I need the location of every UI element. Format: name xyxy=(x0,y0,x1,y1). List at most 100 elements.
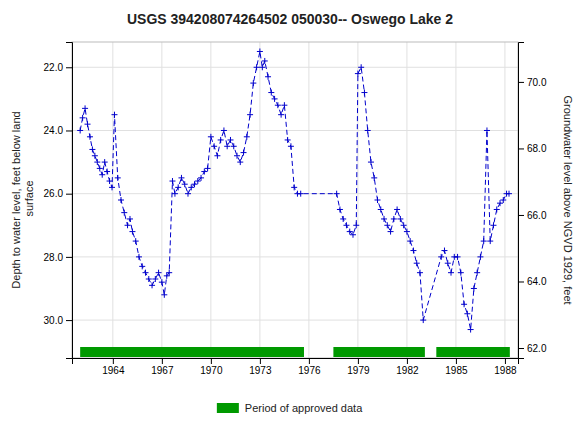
marker xyxy=(275,102,281,108)
marker xyxy=(334,191,340,197)
marker xyxy=(477,254,483,260)
marker xyxy=(185,191,191,197)
legend: Period of approved data xyxy=(217,402,363,414)
marker xyxy=(188,184,194,190)
marker xyxy=(136,254,142,260)
tick: 62.0 xyxy=(518,343,547,354)
marker xyxy=(143,270,149,276)
marker xyxy=(464,311,470,317)
marker xyxy=(268,90,274,96)
legend-swatch xyxy=(217,403,239,413)
marker xyxy=(397,216,403,222)
axis-line xyxy=(73,359,519,365)
x-axis: 196419671970197319761979198219851988 xyxy=(73,358,519,376)
marker xyxy=(281,102,287,108)
axis-line xyxy=(519,43,525,359)
marker xyxy=(438,254,444,260)
marker xyxy=(448,270,454,276)
tick: 24.0 xyxy=(44,125,72,136)
tick-mark xyxy=(260,358,261,364)
tick: 66.0 xyxy=(518,210,547,221)
marker xyxy=(166,270,172,276)
marker xyxy=(350,232,356,238)
tick-label: 66.0 xyxy=(527,210,547,221)
marker xyxy=(231,143,237,149)
marker xyxy=(198,175,204,181)
grid-line-x xyxy=(161,42,162,358)
marker xyxy=(80,115,86,121)
marker xyxy=(133,238,139,244)
grid-line-y xyxy=(72,320,518,321)
tick-label: 1979 xyxy=(347,365,370,376)
marker xyxy=(250,80,256,86)
marker xyxy=(237,159,243,165)
marker xyxy=(384,222,390,228)
marker xyxy=(205,165,211,171)
marker xyxy=(365,127,371,133)
marker xyxy=(175,184,181,190)
marker xyxy=(247,112,253,118)
marker xyxy=(125,222,131,228)
marker xyxy=(127,216,133,222)
tick-mark xyxy=(407,358,408,364)
marker xyxy=(172,191,178,197)
chart: 19641967197019731976197919821985198822.0… xyxy=(0,0,580,430)
marker xyxy=(102,159,108,165)
tick-mark xyxy=(66,67,72,68)
tick-mark xyxy=(66,257,72,258)
tick-mark xyxy=(518,281,524,282)
marker xyxy=(361,90,367,96)
marker xyxy=(182,181,188,187)
marker xyxy=(417,270,423,276)
marker xyxy=(234,153,240,159)
grid xyxy=(72,42,518,358)
grid-line-x xyxy=(308,42,309,358)
marker xyxy=(490,222,496,228)
grid-line-x xyxy=(455,42,456,358)
tick-mark xyxy=(518,215,524,216)
marker xyxy=(494,206,500,212)
marker xyxy=(169,178,175,184)
marker xyxy=(298,191,304,197)
marker xyxy=(388,229,394,235)
marker xyxy=(221,127,227,133)
tick-mark xyxy=(518,348,524,349)
legend-item: Period of approved data xyxy=(217,402,363,414)
y2-axis-title: Groundwater level above NGVD 1929, feet xyxy=(562,95,574,304)
grid-line-x xyxy=(210,42,211,358)
marker xyxy=(285,137,291,143)
marker xyxy=(404,229,410,235)
marker xyxy=(272,96,278,102)
marker xyxy=(353,222,359,228)
marker xyxy=(192,181,198,187)
marker xyxy=(146,276,152,282)
tick-mark xyxy=(358,358,359,364)
tick: 1988 xyxy=(494,358,517,376)
tick: 1979 xyxy=(347,358,370,376)
marker xyxy=(461,301,467,307)
tick-label: 26.0 xyxy=(44,188,64,199)
marker xyxy=(471,285,477,291)
marker xyxy=(107,178,113,184)
tick-mark xyxy=(211,358,212,364)
approved-period xyxy=(436,347,510,357)
marker xyxy=(391,216,397,222)
tick-mark xyxy=(518,148,524,149)
marker xyxy=(94,159,100,165)
tick-label: 22.0 xyxy=(44,62,64,73)
plot-frame xyxy=(72,42,518,358)
marker xyxy=(139,263,145,269)
legend-label: Period of approved data xyxy=(245,402,363,414)
marker xyxy=(371,175,377,181)
tick-mark xyxy=(66,320,72,321)
grid-line-x xyxy=(112,42,113,358)
marker xyxy=(82,105,88,111)
tick: 1985 xyxy=(445,358,468,376)
marker xyxy=(129,229,135,235)
marker xyxy=(178,175,184,181)
marker xyxy=(118,197,124,203)
tick-label: 1967 xyxy=(151,365,174,376)
marker xyxy=(455,254,461,260)
marker xyxy=(497,200,503,206)
marker xyxy=(149,282,155,288)
